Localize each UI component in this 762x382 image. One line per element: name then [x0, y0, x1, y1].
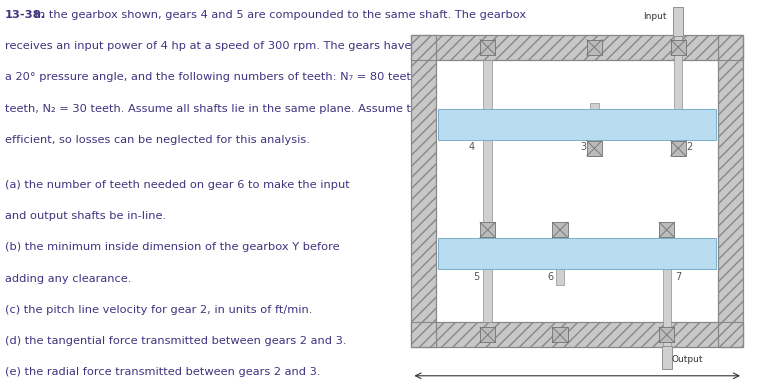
Bar — [671, 40, 686, 55]
Text: Input: Input — [644, 12, 667, 21]
Bar — [438, 109, 716, 140]
Bar — [661, 346, 672, 369]
Text: teeth, N₂ = 30 teeth. Assume all shafts lie in the same plane. Assume the gearbo: teeth, N₂ = 30 teeth. Assume all shafts … — [5, 104, 554, 113]
Text: 2: 2 — [687, 142, 693, 152]
Text: 5: 5 — [473, 272, 479, 282]
Bar — [436, 60, 718, 322]
Text: (c) the pitch line velocity for gear 2, in units of ft/min.: (c) the pitch line velocity for gear 2, … — [5, 305, 312, 315]
Bar — [662, 238, 671, 368]
Bar — [587, 40, 602, 55]
Text: (b) the minimum inside dimension of the gearbox Y before: (b) the minimum inside dimension of the … — [5, 242, 340, 252]
Bar — [674, 14, 683, 109]
Text: 7: 7 — [675, 272, 681, 282]
Text: receives an input power of 4 hp at a speed of 300 rpm. The gears have a diametra: receives an input power of 4 hp at a spe… — [5, 41, 590, 51]
Bar — [662, 233, 671, 238]
Bar — [411, 322, 743, 347]
Bar — [480, 222, 495, 238]
Text: In the gearbox shown, gears 4 and 5 are compounded to the same shaft. The gearbo: In the gearbox shown, gears 4 and 5 are … — [31, 10, 527, 19]
Bar — [659, 327, 674, 342]
Bar — [718, 35, 743, 347]
Bar — [552, 327, 568, 342]
Bar — [590, 103, 598, 156]
Bar — [552, 222, 568, 238]
Bar — [718, 35, 743, 347]
Text: 3: 3 — [580, 142, 586, 152]
Bar — [480, 327, 495, 342]
Bar — [480, 40, 495, 55]
Bar — [411, 35, 743, 60]
Text: 4: 4 — [468, 142, 474, 152]
Bar — [484, 60, 492, 322]
Text: adding any clearance.: adding any clearance. — [5, 274, 131, 283]
Text: (d) the tangential force transmitted between gears 2 and 3.: (d) the tangential force transmitted bet… — [5, 336, 347, 346]
Text: 6: 6 — [547, 272, 553, 282]
Bar — [673, 7, 684, 36]
Text: a 20° pressure angle, and the following numbers of teeth: N₇ = 80 teeth, N₅ = N₃: a 20° pressure angle, and the following … — [5, 72, 584, 82]
Bar — [671, 141, 686, 156]
Bar — [411, 35, 436, 347]
Bar — [411, 35, 436, 347]
Text: (e) the radial force transmitted between gears 2 and 3.: (e) the radial force transmitted between… — [5, 367, 320, 377]
Bar — [411, 322, 743, 347]
Text: (a) the number of teeth needed on gear 6 to make the input: (a) the number of teeth needed on gear 6… — [5, 180, 350, 189]
Bar — [659, 222, 674, 238]
Bar — [411, 35, 743, 60]
Text: efficient, so losses can be neglected for this analysis.: efficient, so losses can be neglected fo… — [5, 135, 310, 145]
Text: Output: Output — [672, 355, 703, 364]
Text: 13-38.: 13-38. — [5, 10, 46, 19]
Bar — [556, 233, 564, 285]
Bar — [587, 141, 602, 156]
Bar — [438, 238, 716, 269]
Bar — [674, 140, 683, 156]
Text: and output shafts be in-line.: and output shafts be in-line. — [5, 211, 166, 221]
